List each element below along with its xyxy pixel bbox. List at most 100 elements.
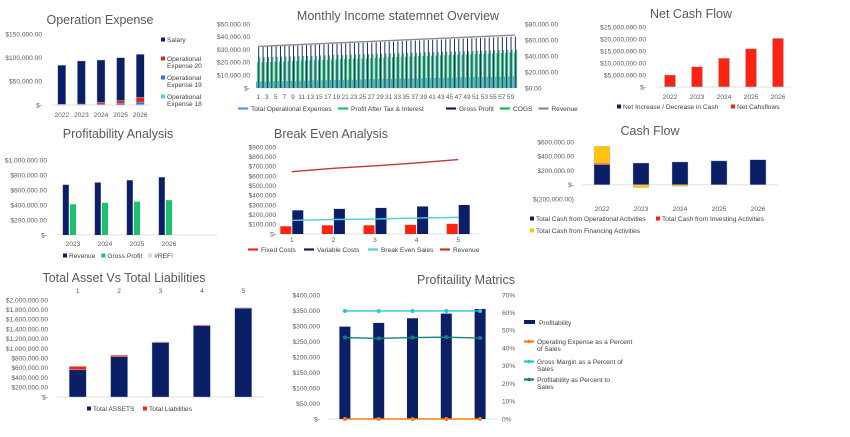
bar-profit-after-tax-interest	[500, 53, 502, 88]
legend-label: Total Cash from Operational Activities	[536, 216, 646, 223]
legend-item[interactable]: Operating Expense as a Percent of Sales	[524, 339, 632, 353]
bar-gross-profit	[336, 43, 338, 88]
bar-gross-profit	[453, 38, 455, 88]
legend-label: Gross Margin as a Percent of Sales	[537, 359, 623, 373]
bar-cogs	[285, 56, 287, 88]
bar-profit-after-tax-interest	[305, 60, 306, 88]
bar-net-cahsflows	[745, 48, 757, 88]
bar-profit-after-tax-interest	[361, 58, 363, 88]
bar-gross-profit	[366, 42, 368, 88]
bar-cogs	[328, 55, 330, 88]
bar-profit-after-tax-interest	[492, 53, 494, 88]
bar-cogs	[402, 53, 404, 88]
x-tick-label: 2024	[98, 241, 113, 248]
legend-item[interactable]: Net Increase / Decrease in Cash	[617, 104, 719, 111]
bar-gross-profit	[384, 41, 386, 88]
legend-label: Profitability as Percent to Sales	[537, 377, 610, 391]
y-tick-label: $600,000.00	[537, 139, 574, 146]
bar-total-operational-expenses	[256, 81, 258, 88]
legend-item[interactable]: Fixed Costs	[248, 247, 297, 254]
legend-item[interactable]: Variable Costs	[304, 247, 360, 254]
bar-total-operational-expenses	[482, 76, 484, 88]
y-tick-label: $5,000,000.00	[604, 72, 647, 79]
legend-marker	[143, 406, 147, 411]
legend-item[interactable]: Profitability as Percent to Sales	[524, 377, 610, 391]
x-tick-label: 55	[489, 94, 497, 101]
y-tick-label: $300,000	[248, 202, 276, 209]
bar-cogs	[307, 55, 309, 88]
legend-item[interactable]: Total Operational Expenses	[238, 106, 332, 113]
x-tick-label: 1	[256, 94, 260, 101]
bar-cogs	[298, 56, 300, 88]
x-tick-label: 31	[385, 94, 393, 101]
bar-cogs	[381, 53, 383, 88]
bar-cogs	[354, 54, 356, 88]
bar-cogs	[407, 52, 409, 88]
bar-profit-after-tax-interest	[479, 53, 480, 88]
legend-item[interactable]: Revenue	[538, 106, 578, 113]
legend-item[interactable]: Gross Margin as a Percent of Sales	[524, 359, 623, 373]
bar-total-operational-expenses	[464, 77, 466, 88]
bar-profit-after-tax-interest	[513, 52, 515, 88]
bar-profit-after-tax-interest	[418, 56, 420, 88]
legend-label: Break Even Sales	[381, 247, 434, 254]
bar-operational-expense-19	[135, 101, 145, 105]
legend-marker	[161, 56, 165, 61]
chart-title: Total Asset Vs Total Liabilities	[42, 271, 205, 285]
x-tick-label: 17	[324, 94, 332, 101]
bar-total-operational-expenses	[290, 80, 292, 88]
bar-profit-after-tax-interest	[261, 62, 263, 88]
chart-title: Break Even Analysis	[274, 127, 388, 141]
bar-cogs	[337, 54, 339, 88]
line-point	[342, 308, 347, 313]
bar-fixed-costs	[446, 223, 458, 234]
bar-total-operational-expenses	[338, 79, 340, 88]
legend-item[interactable]: Revenue	[440, 247, 480, 254]
legend-item[interactable]: Revenue	[63, 253, 96, 260]
x-tick-label: 3	[373, 237, 377, 244]
legend-item[interactable]: Salary	[161, 37, 186, 44]
legend-item[interactable]: Profit After Tax & Interest	[338, 106, 424, 113]
x-tick-label: 25	[359, 94, 367, 101]
bar-total-cash-from-financing-activities	[593, 146, 611, 164]
bar-gross-profit	[410, 40, 412, 88]
legend-item[interactable]: Break Even Sales	[368, 247, 434, 254]
legend-item[interactable]: Total ASSETS	[87, 406, 135, 413]
legend-item[interactable]: COGS	[500, 106, 533, 113]
legend-label: Revenue	[453, 247, 480, 254]
legend-label: Gross Profit	[107, 253, 142, 260]
legend-item[interactable]: #REF!	[148, 253, 173, 260]
x-tick-label: 49	[463, 94, 471, 101]
legend-item[interactable]: Profitability	[524, 320, 572, 327]
bar-profit-after-tax-interest	[396, 57, 398, 88]
legend-item[interactable]: Total Cash from Investing Activities	[656, 216, 765, 223]
x-tick-label: 53	[481, 94, 489, 101]
bar-gross-profit	[301, 45, 303, 88]
x-tick-label: 4	[200, 288, 204, 295]
legend-item[interactable]: Operational Expense 19	[161, 75, 202, 89]
legend-item[interactable]: Gross Profit	[101, 253, 142, 260]
bar-total-operational-expenses	[430, 78, 432, 88]
legend-item[interactable]: Total Cash from Financing Activities	[530, 228, 641, 235]
legend-item[interactable]: Total Cash from Operational Activities	[530, 216, 646, 223]
y-tick-label: $1,600,000.00	[6, 317, 49, 324]
legend-item[interactable]: Gross Profit	[446, 106, 494, 113]
bar-total-cash-from-financing-activities	[632, 184, 650, 188]
legend-item[interactable]: Operational Expense 20	[161, 56, 202, 70]
legend-item[interactable]: Operational Expense 18	[161, 94, 202, 108]
bar-total-operational-expenses	[286, 80, 288, 88]
line-point	[342, 417, 347, 421]
x-tick-label: 29	[376, 94, 384, 101]
x-tick-label: 45	[446, 94, 454, 101]
bar-cogs	[281, 56, 282, 88]
legend-item[interactable]: Net Cahsflows	[731, 104, 780, 111]
legend-item[interactable]: Total Liabilities	[143, 406, 193, 413]
bar-gross-profit	[397, 41, 399, 88]
bar-gross-profit	[471, 38, 473, 88]
bar-profit-after-tax-interest	[474, 54, 476, 88]
y-tick-label: $20,000.00	[217, 60, 250, 67]
bar-gross-profit	[488, 37, 490, 88]
x-tick-label: 5	[456, 237, 460, 244]
bar-profit-after-tax-interest	[300, 60, 302, 88]
x-tick-label: 3	[265, 94, 269, 101]
